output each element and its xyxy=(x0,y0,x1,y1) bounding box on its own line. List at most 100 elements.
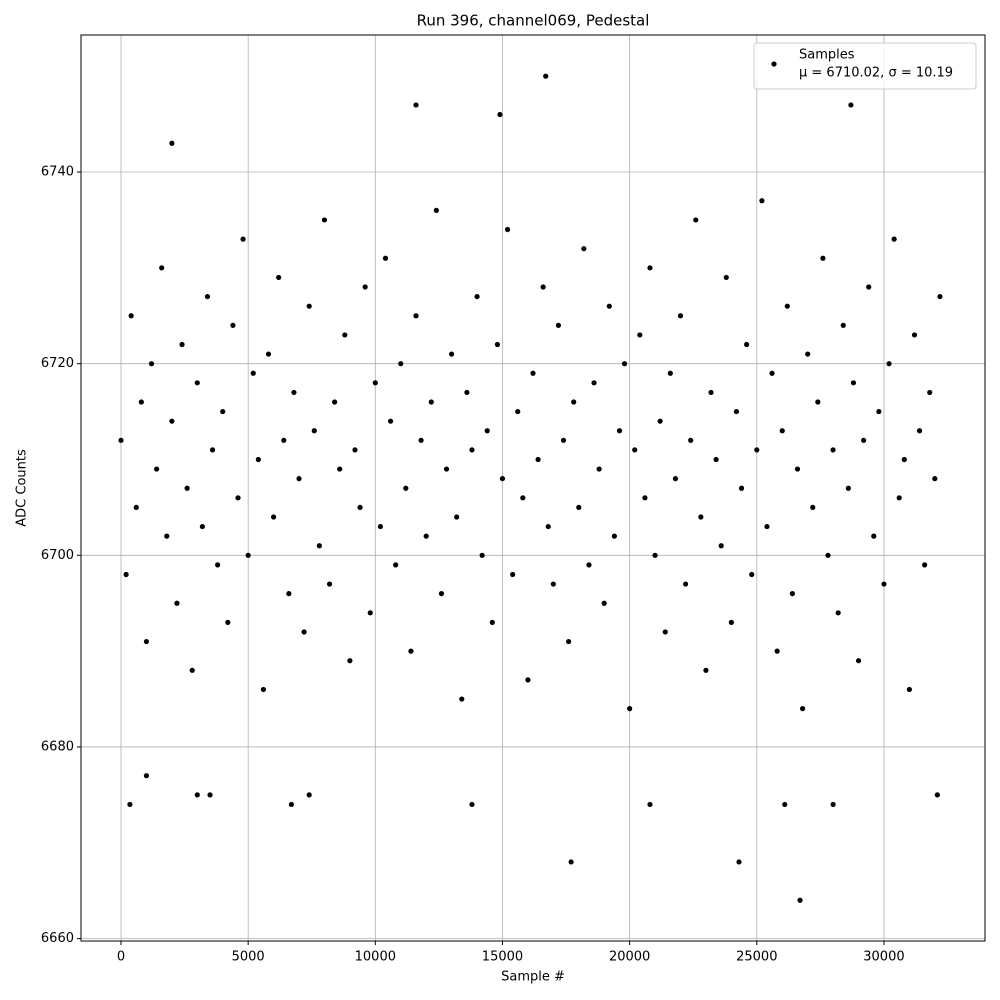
data-point xyxy=(736,859,742,865)
data-point xyxy=(418,437,424,443)
data-point xyxy=(499,476,506,482)
data-point xyxy=(637,332,643,338)
data-point xyxy=(250,370,256,376)
data-point xyxy=(398,361,404,367)
data-point xyxy=(922,562,928,568)
data-point xyxy=(207,792,213,798)
data-point xyxy=(504,226,511,233)
data-point xyxy=(245,552,251,558)
data-point xyxy=(871,533,877,539)
data-point xyxy=(433,207,439,213)
data-point xyxy=(627,706,633,712)
legend-label: Samples xyxy=(799,48,855,63)
data-point xyxy=(525,677,531,683)
data-point xyxy=(230,322,236,328)
data-point xyxy=(830,801,836,808)
data-point xyxy=(413,102,419,108)
legend-box xyxy=(753,42,977,90)
data-point xyxy=(576,504,582,511)
data-point xyxy=(169,140,175,146)
data-point xyxy=(143,773,150,779)
data-point xyxy=(494,341,500,348)
data-point xyxy=(260,686,267,693)
data-point xyxy=(611,533,617,539)
data-point xyxy=(240,236,246,242)
plot-frame xyxy=(80,34,986,942)
data-point xyxy=(423,533,429,539)
data-point xyxy=(489,619,495,625)
data-point xyxy=(377,523,384,530)
data-point xyxy=(647,265,653,271)
legend-note: μ = 6710.02, σ = 10.19 xyxy=(799,66,953,81)
data-point xyxy=(688,437,694,443)
data-point xyxy=(840,322,846,328)
data-point xyxy=(189,667,195,673)
data-point xyxy=(797,897,803,903)
data-point xyxy=(342,332,348,338)
data-point xyxy=(774,648,780,654)
data-point xyxy=(784,303,790,309)
data-point xyxy=(581,246,587,252)
legend: Samples μ = 6710.02, σ = 10.19 xyxy=(753,42,977,90)
data-point xyxy=(520,495,526,501)
data-point xyxy=(560,437,567,443)
data-point xyxy=(596,466,602,472)
data-point xyxy=(586,562,592,568)
data-point xyxy=(566,638,572,645)
data-point xyxy=(154,466,160,472)
data-point xyxy=(209,447,216,453)
data-point xyxy=(352,447,358,453)
data-point xyxy=(148,361,155,367)
data-point xyxy=(850,380,857,386)
data-point xyxy=(393,562,399,568)
data-point xyxy=(794,466,801,472)
x-tick-label: 20000 xyxy=(609,950,650,965)
data-point xyxy=(255,456,261,463)
data-point xyxy=(932,476,938,482)
data-point xyxy=(848,102,854,108)
x-tick-label: 25000 xyxy=(736,950,777,965)
data-point xyxy=(764,523,770,530)
data-point xyxy=(896,495,902,501)
data-point xyxy=(606,303,612,309)
data-point xyxy=(184,485,190,491)
data-point xyxy=(708,389,714,396)
data-point xyxy=(382,255,389,261)
x-axis-label: Sample # xyxy=(501,970,565,985)
data-point xyxy=(296,476,302,482)
data-point xyxy=(357,504,363,511)
data-point xyxy=(454,514,460,520)
data-point xyxy=(143,638,150,645)
data-point xyxy=(133,504,139,511)
y-tick-label: 6720 xyxy=(41,356,74,371)
data-point xyxy=(881,581,887,587)
data-point xyxy=(657,418,663,424)
data-point xyxy=(321,217,328,223)
data-point xyxy=(169,418,175,424)
data-point xyxy=(810,504,816,511)
data-point xyxy=(662,629,668,635)
data-point xyxy=(535,456,541,463)
data-point xyxy=(845,485,851,491)
data-point xyxy=(799,706,806,712)
data-point xyxy=(316,543,322,549)
data-point xyxy=(337,466,343,472)
data-point xyxy=(672,476,679,482)
x-tick-label: 0 xyxy=(117,950,125,965)
data-point xyxy=(728,619,734,625)
data-point xyxy=(738,485,745,491)
data-point xyxy=(652,552,658,558)
data-point xyxy=(830,447,836,453)
data-point xyxy=(127,801,133,808)
data-point xyxy=(911,332,918,338)
data-point xyxy=(159,265,165,271)
data-point xyxy=(469,447,475,453)
data-point xyxy=(555,322,562,328)
data-point xyxy=(372,380,378,386)
data-point xyxy=(484,428,490,434)
data-point xyxy=(301,629,307,635)
data-point xyxy=(332,399,338,405)
data-point xyxy=(591,380,597,386)
data-point xyxy=(367,610,373,616)
